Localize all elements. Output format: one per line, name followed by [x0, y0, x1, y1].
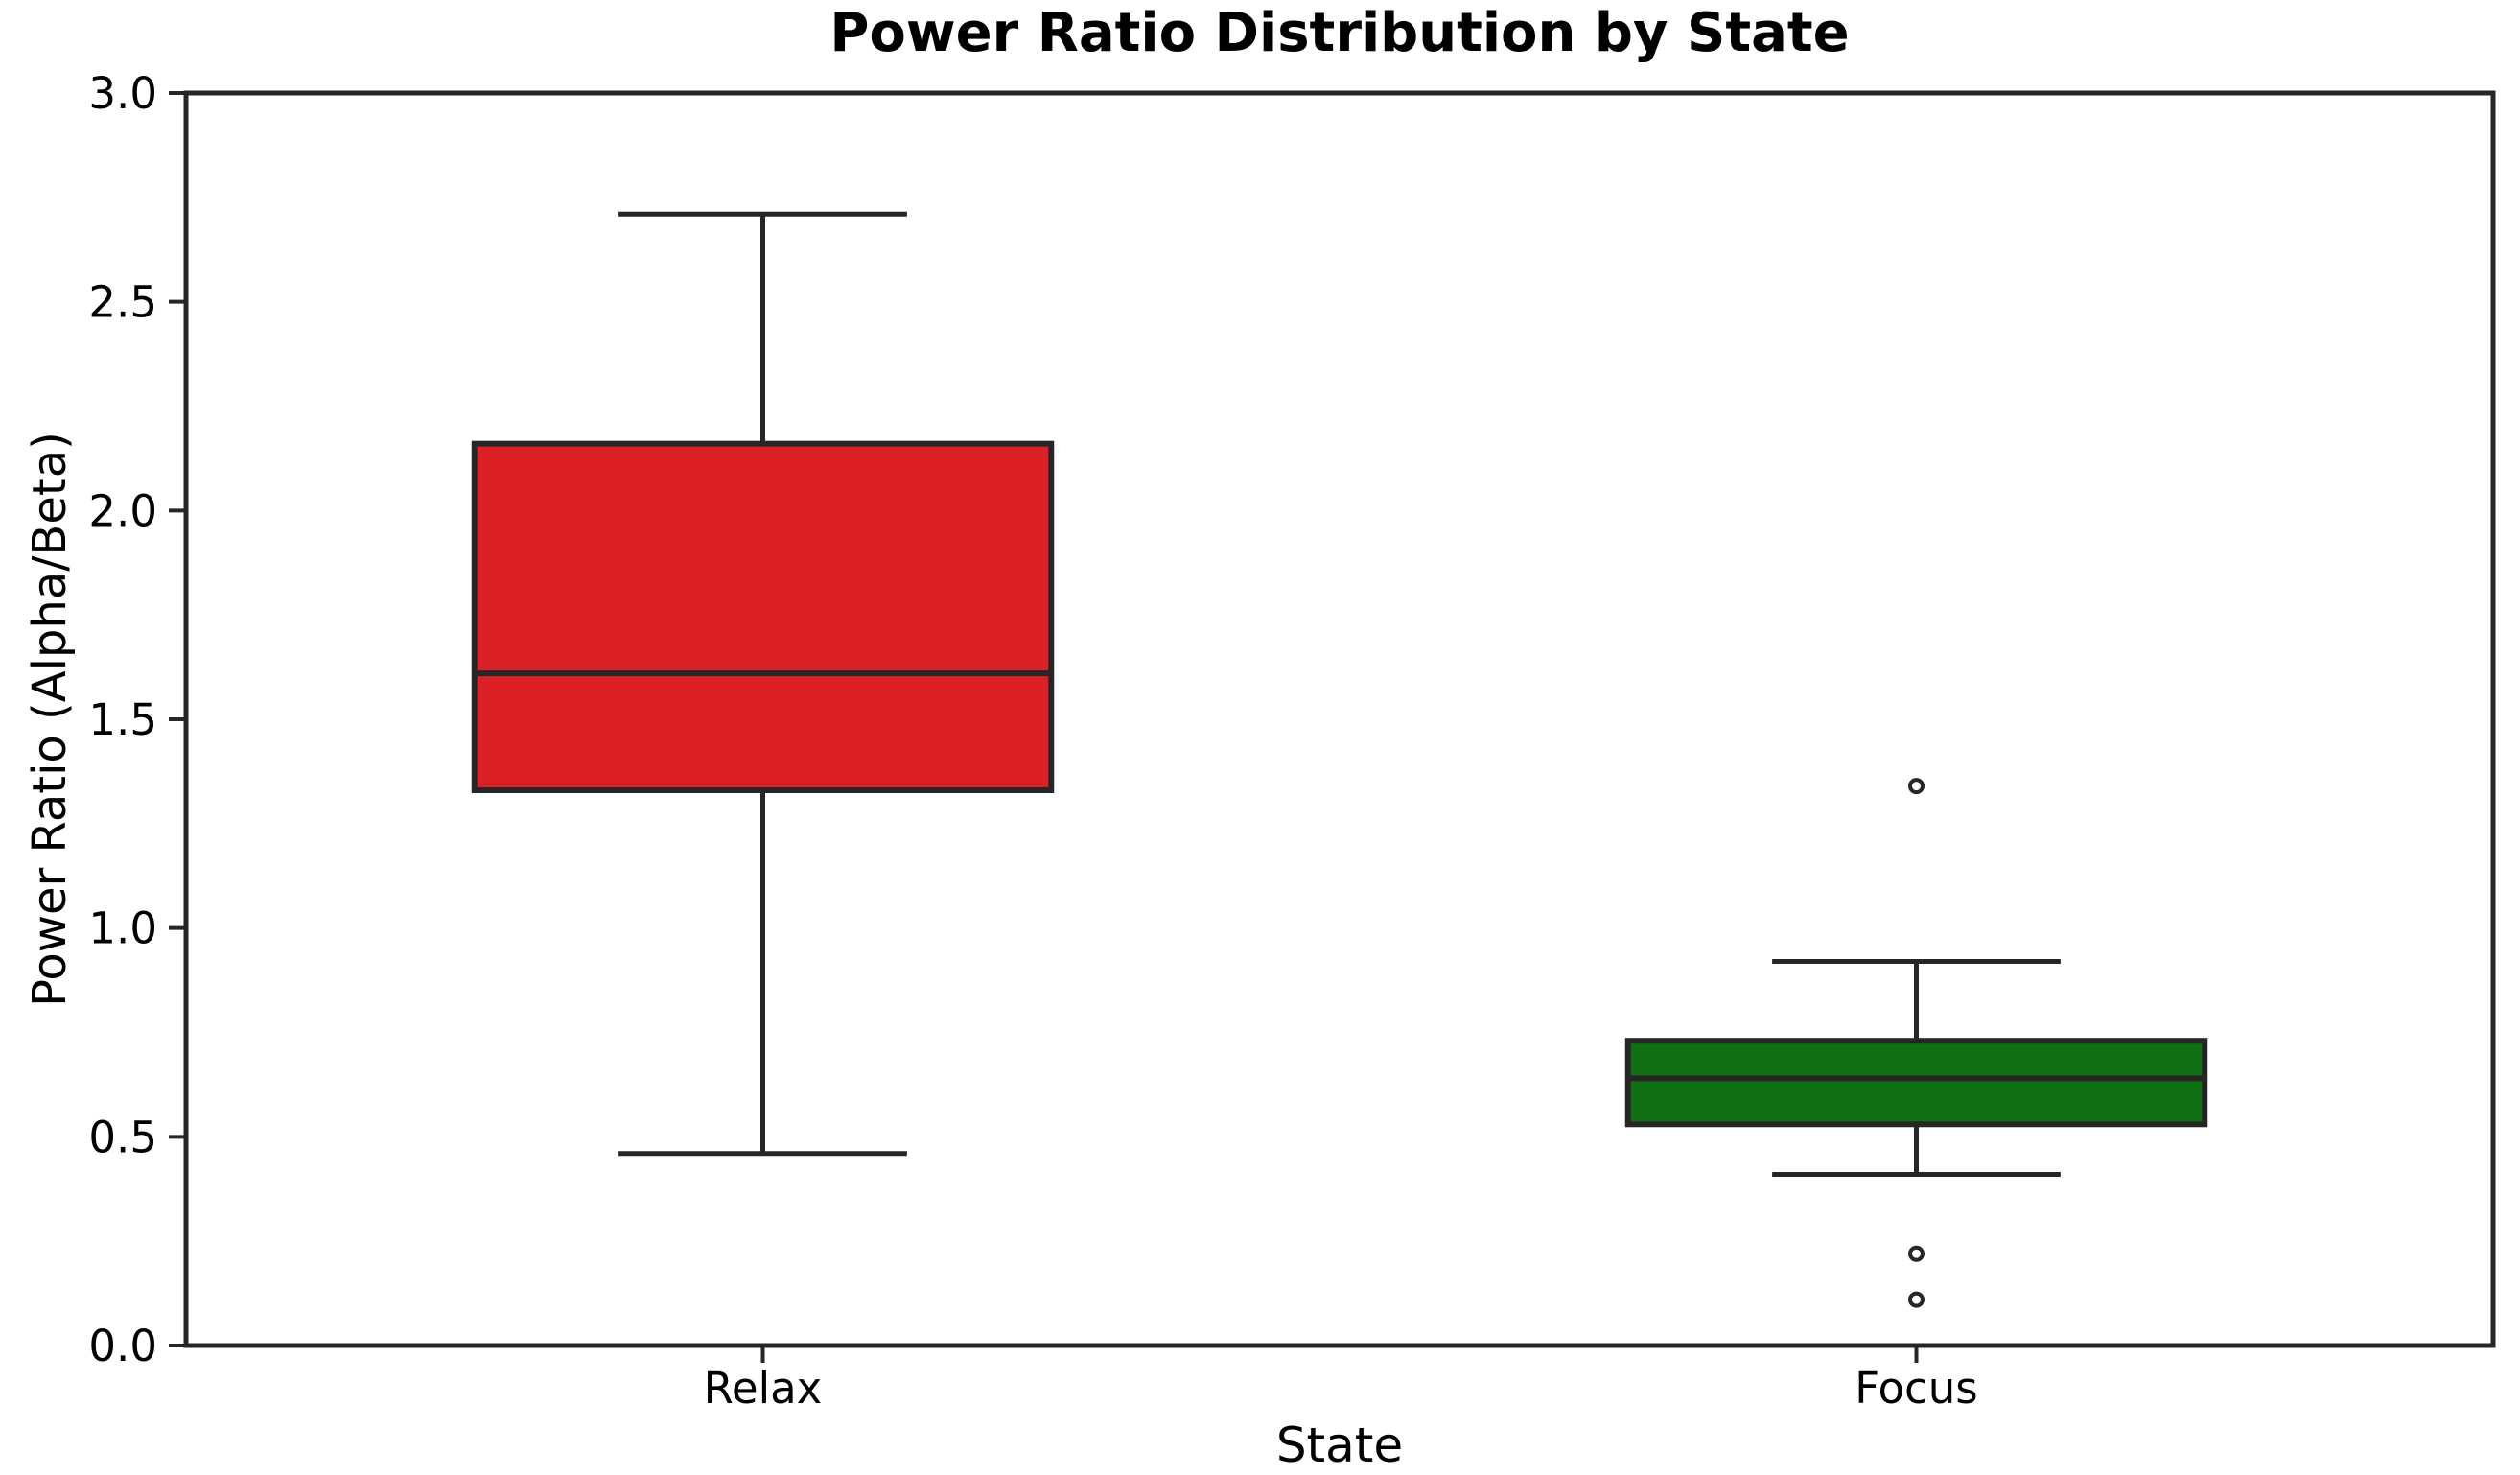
relax-box [471, 440, 1055, 794]
x-axis-label: State [1275, 1417, 1404, 1473]
x-tick-label: Relax [704, 1363, 823, 1414]
y-tick-label: 2.5 [88, 277, 157, 328]
y-tick-label: 1.5 [88, 694, 157, 745]
y-tick-label: 3.0 [88, 68, 157, 119]
y-tick-label: 0.0 [88, 1321, 157, 1371]
focus-outlier-point [1908, 1291, 1925, 1308]
focus-box [1624, 1038, 2208, 1128]
y-tick-label: 1.0 [88, 903, 157, 954]
x-tick-label: Focus [1855, 1363, 1978, 1414]
focus-outlier-point [1908, 778, 1925, 795]
chart-title: Power Ratio Distribution by State [829, 2, 1850, 64]
y-tick-label: 0.5 [88, 1112, 157, 1162]
y-tick-label: 2.0 [88, 485, 157, 536]
focus-outlier-point [1908, 1245, 1925, 1262]
